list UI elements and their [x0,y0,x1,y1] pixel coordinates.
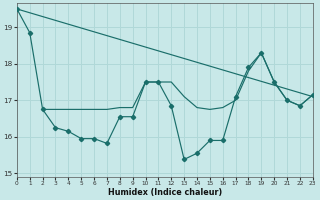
X-axis label: Humidex (Indice chaleur): Humidex (Indice chaleur) [108,188,222,197]
